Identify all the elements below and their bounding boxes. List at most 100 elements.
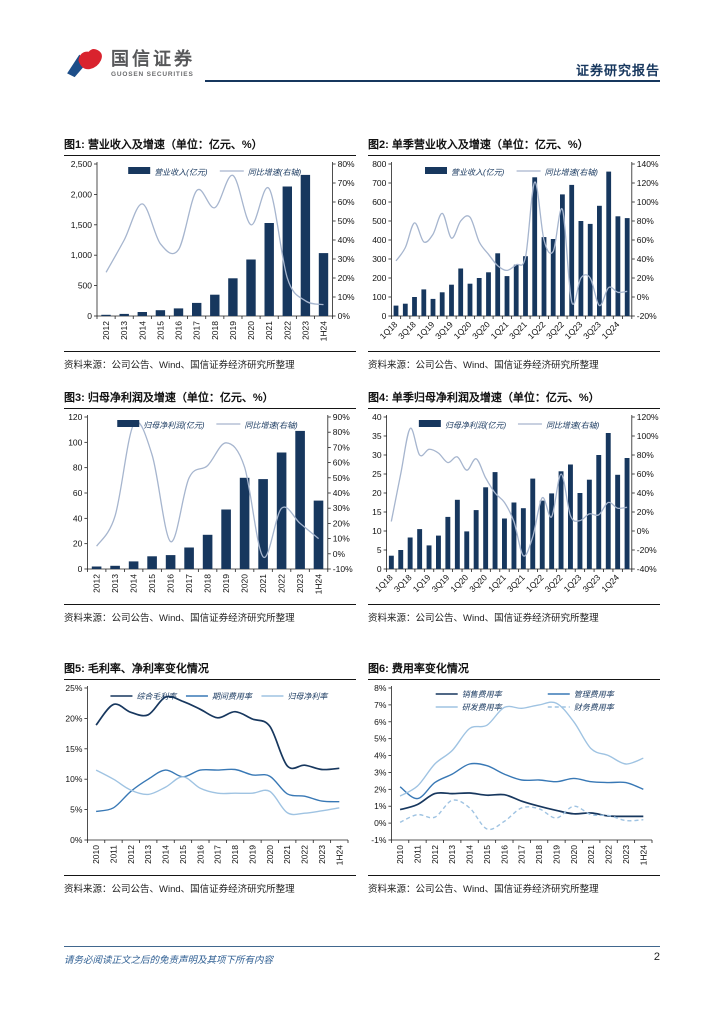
svg-text:120%: 120%	[637, 413, 659, 422]
chart-canvas-2: 0 100 200 300 400 500 600 700 800 -20% 0% 20% 40% 60%…	[372, 159, 659, 341]
figure-4-source: 资料来源：公司公告、Wind、国信证券经济研究所整理	[368, 604, 660, 624]
svg-text:20: 20	[73, 539, 83, 549]
svg-text:140%: 140%	[637, 160, 659, 169]
svg-text:2015: 2015	[178, 845, 188, 864]
figure-2-title: 图2: 单季营业收入及增速（单位：亿元、%）	[368, 136, 660, 156]
svg-text:2,000: 2,000	[71, 189, 93, 199]
figure-4-chart: 0 5 10 15 20 25 30 35 40 -40% -20% 0% 20% 40% 60% 80% 10…	[368, 412, 660, 599]
svg-text:100%: 100%	[637, 197, 659, 207]
svg-text:1Q21: 1Q21	[486, 572, 508, 594]
svg-text:60%: 60%	[637, 469, 654, 479]
svg-text:1Q23: 1Q23	[563, 319, 585, 341]
svg-text:1,000: 1,000	[71, 250, 93, 260]
svg-text:0: 0	[377, 564, 382, 574]
svg-text:120: 120	[68, 413, 82, 422]
svg-text:2017: 2017	[517, 845, 527, 864]
svg-text:15%: 15%	[65, 744, 82, 754]
svg-text:1Q20: 1Q20	[448, 572, 470, 594]
figure-1-title: 图1: 营业收入及增速（单位：亿元、%）	[64, 136, 356, 156]
svg-text:-40%: -40%	[637, 564, 657, 574]
svg-text:15: 15	[372, 507, 382, 517]
svg-text:2023: 2023	[317, 845, 327, 864]
line-管理费用率	[399, 762, 644, 800]
svg-text:10%: 10%	[65, 774, 82, 784]
figure-3-title: 图3: 归母净利润及增速（单位：亿元、%）	[64, 389, 356, 409]
svg-text:2020: 2020	[246, 321, 256, 340]
figure-5: 图5: 毛利率、净利率变化情况 0% 5% 10% 15% 20% 25% 2010 2011…	[64, 660, 356, 895]
svg-text:1%: 1%	[374, 801, 387, 811]
svg-text:7%: 7%	[374, 700, 387, 710]
chart-canvas-1: 0 500 1,000 1,500 2,000 2,500 0% 10% 20% 30% 40% 50…	[71, 159, 355, 342]
svg-text:2015: 2015	[482, 845, 492, 864]
svg-text:同比增速(右轴): 同比增速(右轴)	[545, 168, 599, 177]
svg-text:归母净利润(亿元): 归母净利润(亿元)	[445, 421, 507, 430]
brand-text: 国信证券 GUOSEN SECURITIES	[111, 50, 195, 78]
svg-text:40%: 40%	[637, 488, 654, 498]
line-研发费用率	[399, 701, 644, 797]
growth-line	[105, 174, 324, 306]
svg-text:3Q22: 3Q22	[544, 319, 566, 341]
svg-text:2014: 2014	[137, 321, 147, 340]
svg-text:2019: 2019	[221, 574, 231, 593]
svg-text:10%: 10%	[333, 534, 350, 544]
svg-text:40: 40	[73, 513, 83, 523]
svg-text:70%: 70%	[338, 178, 355, 188]
svg-text:2011: 2011	[108, 845, 118, 864]
svg-text:30%: 30%	[338, 254, 355, 264]
svg-text:-1%: -1%	[371, 835, 387, 845]
x-axis-labels: 2012 2013 2014 2015 2016 2017 2018 2019 2020 2021…	[101, 321, 328, 342]
svg-text:2013: 2013	[143, 845, 153, 864]
svg-text:3Q20: 3Q20	[470, 319, 492, 341]
svg-text:80%: 80%	[637, 216, 654, 226]
svg-text:500: 500	[372, 216, 386, 226]
svg-text:80: 80	[73, 463, 83, 473]
svg-text:3Q21: 3Q21	[507, 319, 529, 341]
svg-text:80%: 80%	[333, 427, 350, 437]
svg-text:10: 10	[372, 526, 382, 536]
svg-text:20: 20	[372, 488, 382, 498]
svg-text:25: 25	[372, 469, 382, 479]
svg-text:30: 30	[372, 450, 382, 460]
svg-text:0: 0	[382, 311, 387, 321]
figure-5-source: 资料来源：公司公告、Wind、国信证券经济研究所整理	[64, 875, 356, 895]
figure-4-title: 图4: 单季归母净利润及增速（单位：亿元、%）	[368, 389, 660, 409]
svg-text:1Q24: 1Q24	[599, 572, 621, 594]
svg-text:2015: 2015	[155, 321, 165, 340]
bars	[393, 171, 630, 317]
svg-text:2023: 2023	[295, 574, 305, 593]
svg-text:2020: 2020	[569, 845, 579, 864]
svg-text:60%: 60%	[338, 197, 355, 207]
brand-name-cn: 国信证券	[111, 49, 195, 69]
svg-text:0: 0	[87, 311, 92, 321]
legend: 归母净利润(亿元) 同比增速(右轴)	[418, 420, 600, 430]
svg-text:归母净利率: 归母净利率	[287, 692, 329, 701]
figure-5-chart: 0% 5% 10% 15% 20% 25% 2010 2011 2012 2013 2014 2015…	[64, 683, 356, 870]
svg-text:3%: 3%	[374, 767, 387, 777]
svg-text:35: 35	[372, 431, 382, 441]
svg-text:2014: 2014	[161, 845, 171, 864]
svg-text:2022: 2022	[277, 574, 287, 593]
svg-text:2014: 2014	[465, 845, 475, 864]
svg-text:1H24: 1H24	[638, 845, 648, 866]
legend: 营业收入(亿元) 同比增速(右轴)	[425, 167, 598, 177]
svg-text:90%: 90%	[333, 413, 350, 422]
line-期间费用率	[95, 768, 340, 813]
svg-text:1,500: 1,500	[71, 220, 93, 230]
svg-text:1Q23: 1Q23	[562, 572, 584, 594]
svg-text:同比增速(右轴): 同比增速(右轴)	[244, 421, 298, 430]
figure-1: 图1: 营业收入及增速（单位：亿元、%） 0 500 1,000 1,500 2,000…	[64, 136, 356, 371]
figure-2-chart: 0 100 200 300 400 500 600 700 800 -20% 0% 20% 40% 60%…	[368, 159, 660, 346]
line-综合毛利率	[95, 695, 340, 771]
svg-text:1H24: 1H24	[314, 574, 324, 595]
svg-text:综合毛利率: 综合毛利率	[136, 692, 178, 701]
report-type-label: 证券研究报告	[575, 63, 660, 78]
svg-text:1Q22: 1Q22	[526, 319, 548, 341]
plot: 0 100 200 300 400 500 600 700 800 -20% 0% 20% 40% 60%…	[372, 159, 659, 341]
footer-disclaimer: 请务必阅读正文之后的免责声明及其项下所有内容	[64, 955, 274, 966]
svg-text:3Q20: 3Q20	[467, 572, 489, 594]
svg-text:40: 40	[372, 413, 382, 422]
svg-text:2%: 2%	[374, 784, 387, 794]
svg-text:3Q19: 3Q19	[430, 572, 452, 594]
header-divider	[205, 80, 660, 82]
